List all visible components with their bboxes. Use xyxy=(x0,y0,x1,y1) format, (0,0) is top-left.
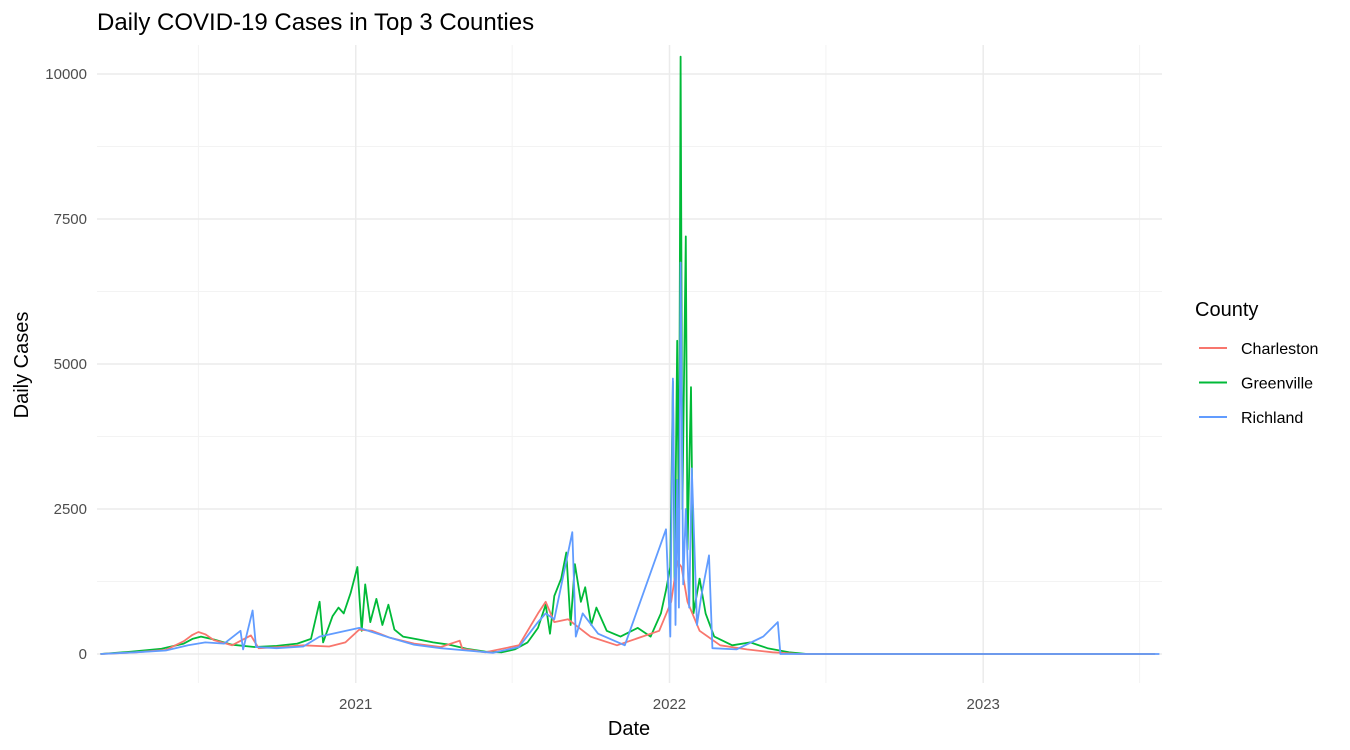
legend-title: County xyxy=(1195,299,1258,321)
legend-label-greenville: Greenville xyxy=(1241,376,1313,393)
legend-label-richland: Richland xyxy=(1241,410,1303,427)
x-tick-label: 2021 xyxy=(339,696,372,713)
x-axis-title: Date xyxy=(608,718,650,740)
legend-items: Charleston Greenville Richland xyxy=(1199,341,1318,427)
x-axis-tick-labels: 2021 2022 2023 xyxy=(339,696,1000,713)
legend: County Charleston Greenville Richland xyxy=(1195,299,1318,427)
y-tick-label: 7500 xyxy=(54,211,87,228)
x-tick-label: 2023 xyxy=(967,696,1000,713)
series-line-richland xyxy=(100,261,1160,655)
plot-grid xyxy=(97,45,1162,683)
series-line-charleston xyxy=(100,560,1156,655)
y-tick-label: 5000 xyxy=(54,356,87,373)
series-line-greenville xyxy=(100,55,1156,655)
y-tick-label: 2500 xyxy=(54,501,87,518)
y-axis-tick-labels: 0 2500 5000 7500 10000 xyxy=(45,66,87,663)
y-tick-label: 10000 xyxy=(45,66,87,83)
chart-title: Daily COVID-19 Cases in Top 3 Counties xyxy=(97,9,534,36)
legend-label-charleston: Charleston xyxy=(1241,341,1318,358)
y-tick-label: 0 xyxy=(79,646,87,663)
series-lines xyxy=(100,55,1160,655)
y-axis-title: Daily Cases xyxy=(11,312,33,419)
x-tick-label: 2022 xyxy=(653,696,686,713)
